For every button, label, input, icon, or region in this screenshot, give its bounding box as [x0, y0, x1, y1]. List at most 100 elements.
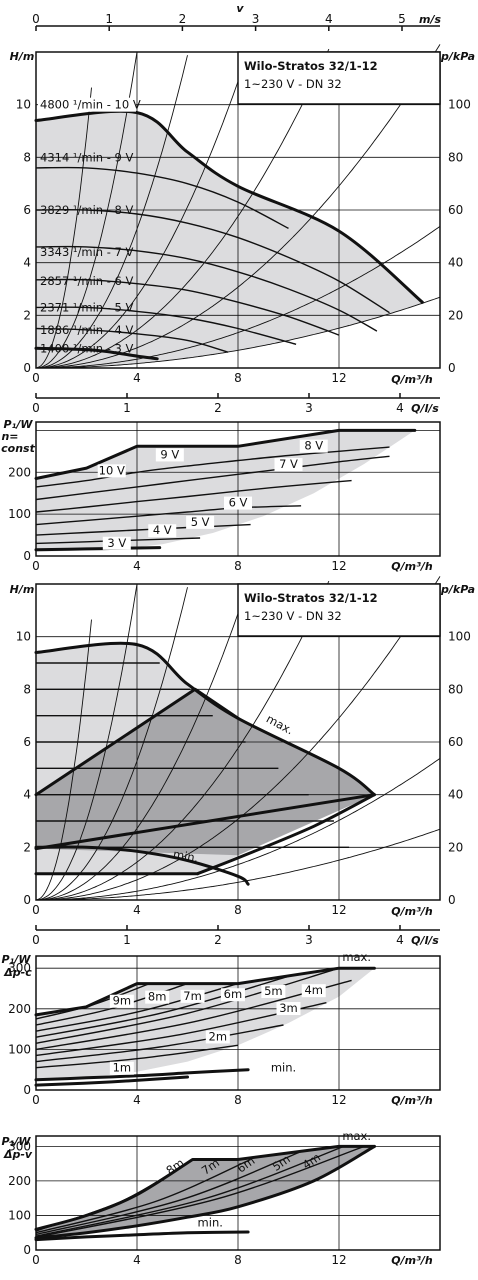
dp-c-lower-boundary — [196, 793, 376, 876]
dp-v-power-line — [35, 1150, 302, 1236]
p1-y2tick-label: 40 — [448, 256, 463, 270]
p4-ytick-label: 100 — [8, 1042, 31, 1056]
p3-xtick-label: 8 — [234, 903, 242, 917]
p4-top-label: Q/l/s — [411, 934, 439, 947]
power-curve-label: 8 V — [304, 439, 323, 453]
speed-label-bg — [38, 97, 136, 112]
p5-plot-frame — [35, 1135, 441, 1251]
p2-top-label: Q/l/s — [411, 402, 439, 415]
p2-xtick-label: 4 — [133, 559, 141, 573]
p5-ytick-label: 0 — [23, 1243, 31, 1257]
dp-label-bg — [180, 989, 205, 1003]
p4-top-tick-label: 1 — [123, 933, 131, 947]
p3-xtick-label: 0 — [32, 903, 40, 917]
power-curve-line — [34, 428, 417, 480]
p3-xlabel: Q/m³/h — [391, 905, 433, 918]
dp-c-label: 1m — [113, 1061, 132, 1075]
power-curve-label: 6 V — [229, 496, 248, 510]
p1-y2tick-label: 100 — [448, 98, 471, 112]
p1-y2tick-label: 60 — [448, 203, 463, 217]
p1-top-tick-label: 0 — [32, 12, 40, 26]
p1-y2label: p/kPa — [440, 50, 475, 63]
min-annotation: min. — [271, 1061, 296, 1075]
p5-xtick-label: 4 — [133, 1253, 141, 1267]
dp-v-power-line — [35, 1145, 365, 1238]
system-curve — [35, 828, 441, 901]
p1-xtick-label: 4 — [133, 371, 141, 385]
min-power-curve — [34, 1230, 250, 1242]
system-curve — [35, 576, 441, 901]
dp-v-range-fill — [36, 689, 375, 856]
p2-ytick-label: 0 — [23, 549, 31, 563]
speed-curve-label: 2857 ¹/min - 6 V — [40, 274, 134, 288]
p1-ytick-label: 10 — [16, 98, 31, 112]
p2-ylabel2: n= — [1, 430, 18, 443]
dp-label-bg — [109, 994, 134, 1008]
p2-ytick-label: 100 — [8, 507, 31, 521]
p3-ylabel: H/m — [10, 583, 35, 596]
p1-top-tick-label: 2 — [179, 12, 187, 26]
dp-c-power-line — [35, 967, 340, 1044]
dp-c-label: 6m — [224, 987, 243, 1001]
p5-xtick-label: 12 — [331, 1253, 346, 1267]
dp-label-bg — [261, 984, 286, 998]
title-box — [237, 51, 441, 105]
p2-xtick-label: 12 — [331, 559, 346, 573]
dp-c-power-line — [35, 975, 289, 1038]
dp-c-label: 5m — [264, 984, 283, 998]
p2-top-tick-label: 3 — [305, 401, 313, 415]
speed-curve-label: 1400 ¹/min - 3 V — [40, 341, 134, 355]
dp-label-bg — [145, 990, 170, 1004]
p3-ytick-label: 2 — [23, 840, 31, 854]
p4-plot-frame — [35, 955, 441, 1091]
dp-v-power-line — [35, 1158, 251, 1234]
power-curve-label: 4 V — [153, 523, 172, 537]
p4-xlabel: Q/m³/h — [391, 1094, 433, 1107]
dp-c-label: 2m — [209, 1029, 228, 1043]
p1-ytick-label: 2 — [23, 308, 31, 322]
one-meter-power-curve — [34, 1075, 189, 1087]
p3-ytick-label: 0 — [23, 893, 31, 907]
power-curve-line — [35, 446, 390, 488]
speed-curve-label: 3829 ¹/min - 8 V — [40, 203, 134, 217]
p5-ylabel: P₁/W — [1, 1135, 31, 1148]
p3-y2tick-label: 60 — [448, 735, 463, 749]
p2-top-tick-label: 4 — [396, 401, 404, 415]
p5-ytick-label: 200 — [8, 1174, 31, 1188]
dp-label-bg — [276, 1002, 301, 1016]
speed-curve-label: 2371 ¹/min - 5 V — [40, 300, 134, 314]
dp-c-label: 8m — [148, 990, 167, 1004]
system-curve — [36, 296, 441, 369]
system-curve — [35, 619, 92, 901]
min-power-curve — [34, 1068, 250, 1082]
power-curve-label: 7 V — [279, 457, 298, 471]
dp-c-power-line — [35, 1044, 239, 1069]
p4-ylabel2: Δp-c — [3, 966, 32, 979]
power-curve-line — [35, 479, 352, 513]
p2-xtick-label: 8 — [234, 559, 242, 573]
speed-curve-line — [35, 278, 340, 336]
p2-plot-frame — [35, 421, 441, 557]
min-annotation: min. — [172, 847, 199, 865]
p1-xtick-label: 12 — [331, 371, 346, 385]
p4-top-tick-label: 3 — [305, 933, 313, 947]
p5-ytick-label: 100 — [8, 1208, 31, 1222]
dp-label-bg — [301, 984, 326, 998]
p2-top-tick-label: 0 — [32, 401, 40, 415]
p1-top-tick-label: 3 — [252, 12, 260, 26]
power-label-bg — [148, 524, 177, 538]
power-label-bg — [155, 448, 184, 462]
chart-title: Wilo-Stratos 32/1-12 — [244, 591, 378, 605]
p4-ytick-label: 300 — [8, 961, 31, 975]
speed-curve-label: 4314 ¹/min - 9 V — [40, 150, 134, 164]
p2-ylabel3: const — [1, 442, 35, 455]
title-box — [237, 583, 441, 637]
speed-curve-line — [35, 208, 390, 314]
max-power-curve — [34, 1144, 376, 1231]
power-label-bg — [97, 464, 126, 478]
p1-ytick-label: 6 — [23, 203, 31, 217]
p2-ylabel: P₁/W — [3, 418, 33, 431]
p3-y2tick-label: 20 — [448, 840, 463, 854]
p1-top-label: v — [236, 2, 244, 15]
dp-c-power-line — [35, 982, 188, 1026]
